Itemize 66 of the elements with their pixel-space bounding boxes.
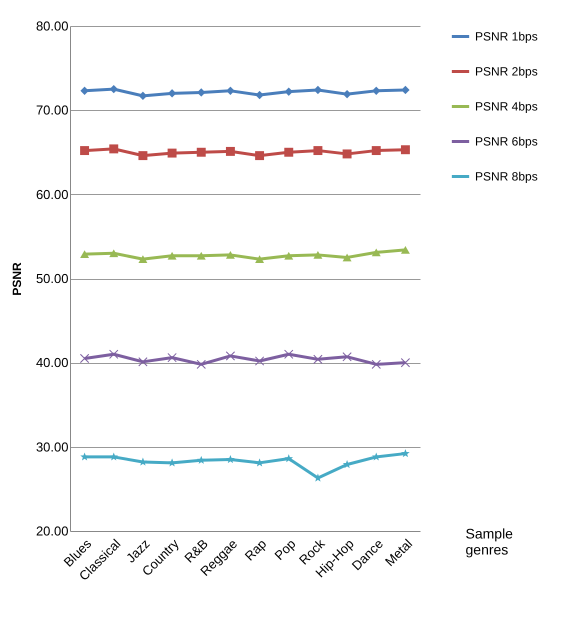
point (109, 350, 118, 359)
point (284, 87, 293, 96)
point (254, 356, 264, 366)
point (138, 357, 148, 367)
y-tick-label: 20.00 (36, 524, 68, 538)
point (372, 360, 381, 370)
point (400, 145, 410, 154)
point (80, 354, 90, 364)
point (255, 255, 264, 264)
point (196, 252, 206, 260)
point (226, 146, 235, 156)
point (196, 360, 206, 370)
point (196, 148, 206, 157)
legend-label: PSNR 2bps (475, 64, 538, 78)
point (109, 249, 118, 258)
point (284, 350, 294, 359)
point (80, 146, 90, 156)
point (313, 146, 322, 156)
point (314, 86, 322, 94)
y-tick-label: 50.00 (36, 271, 68, 286)
point (197, 88, 206, 97)
point (342, 254, 352, 262)
point (284, 148, 294, 157)
point (400, 246, 410, 254)
legend-label: PSNR 6bps (475, 134, 538, 148)
point (226, 351, 236, 361)
y-axis-title: PSNR (10, 262, 24, 296)
x-tick-label: Pop (271, 536, 298, 564)
y-tick-label: 40.00 (36, 355, 68, 370)
point (255, 90, 264, 100)
point (401, 449, 410, 458)
point (80, 250, 90, 258)
x-axis-title: Sample genres (466, 526, 514, 558)
point (167, 352, 177, 362)
point (226, 251, 235, 259)
y-tick-label: 60.00 (36, 186, 68, 202)
point (313, 251, 322, 259)
point (226, 454, 235, 464)
point (138, 151, 148, 160)
y-tick-label: 70.00 (36, 102, 68, 118)
point (109, 144, 118, 154)
point (168, 148, 177, 158)
legend-label: PSNR 4bps (475, 100, 538, 114)
point (196, 456, 206, 464)
y-tick-label: 80.00 (36, 18, 68, 34)
point (284, 454, 294, 462)
legend-label: PSNR 1bps (475, 30, 538, 44)
y-tick-label: 30.00 (36, 439, 68, 454)
point (110, 84, 118, 94)
x-tick-label: Rap (242, 536, 270, 564)
point (342, 149, 352, 158)
point (342, 90, 352, 98)
point (372, 146, 381, 156)
point (313, 354, 323, 364)
point (342, 352, 352, 362)
point (109, 452, 118, 461)
point (255, 151, 264, 160)
point (400, 358, 410, 368)
point (284, 252, 294, 260)
point (168, 252, 177, 260)
point (168, 458, 176, 466)
point (372, 248, 381, 256)
legend-label: PSNR 8bps (475, 170, 538, 184)
point (80, 452, 89, 461)
point (372, 86, 380, 95)
point (138, 255, 148, 264)
